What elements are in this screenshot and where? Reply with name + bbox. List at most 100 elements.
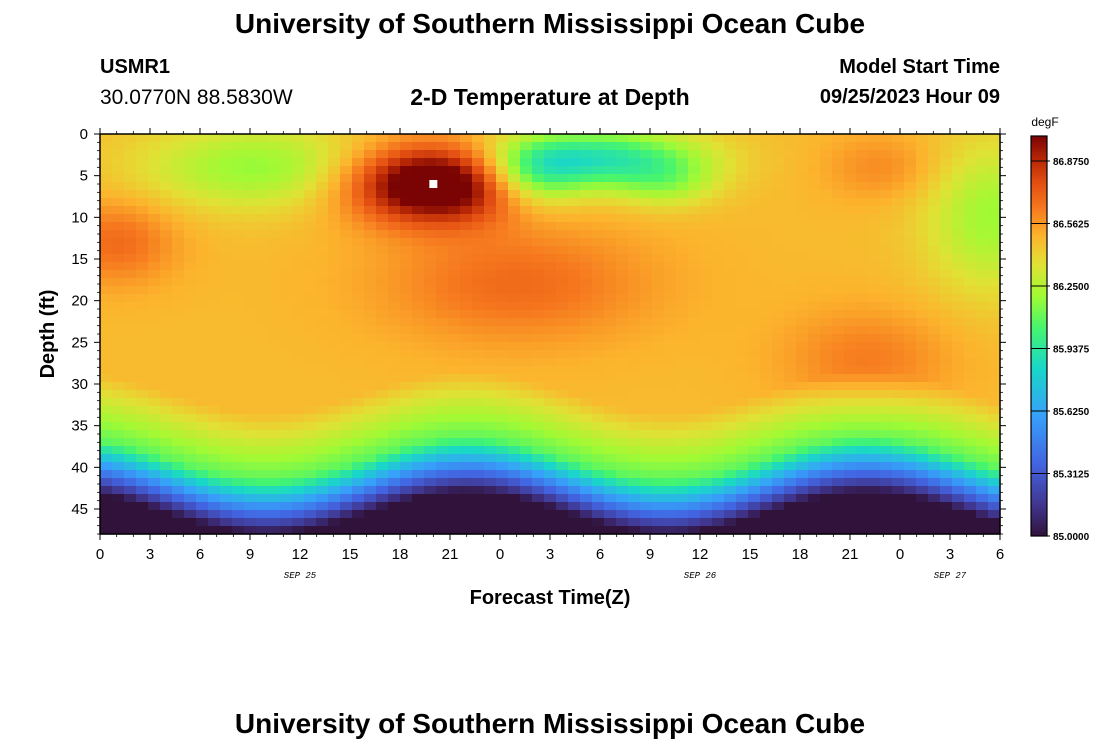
heatmap-cell bbox=[292, 198, 305, 207]
heatmap-cell bbox=[892, 206, 905, 215]
heatmap-cell bbox=[808, 494, 821, 503]
heatmap-cell bbox=[184, 166, 197, 175]
heatmap-cell bbox=[640, 398, 653, 407]
heatmap-cell bbox=[520, 446, 533, 455]
heatmap-cell bbox=[616, 438, 629, 447]
heatmap-cell bbox=[352, 286, 365, 295]
max-temperature-marker bbox=[429, 180, 438, 188]
heatmap-cell bbox=[172, 334, 185, 343]
heatmap-cell bbox=[616, 182, 629, 191]
heatmap-cell bbox=[568, 382, 581, 391]
heatmap-cell bbox=[364, 454, 377, 463]
heatmap-cell bbox=[316, 446, 329, 455]
heatmap-cell bbox=[196, 526, 209, 535]
heatmap-cell bbox=[148, 182, 161, 191]
heatmap-cell bbox=[772, 230, 785, 239]
heatmap-cell bbox=[328, 414, 341, 423]
heatmap-cell bbox=[232, 462, 245, 471]
heatmap-cell bbox=[472, 222, 485, 231]
heatmap-cell bbox=[988, 382, 1001, 391]
heatmap-cell bbox=[340, 294, 353, 303]
heatmap-cell bbox=[196, 494, 209, 503]
heatmap-cell bbox=[148, 358, 161, 367]
heatmap-cell bbox=[700, 526, 713, 535]
heatmap-cell bbox=[724, 494, 737, 503]
heatmap-cell bbox=[136, 526, 149, 535]
heatmap-cell bbox=[208, 206, 221, 215]
heatmap-cell bbox=[664, 350, 677, 359]
heatmap-cell bbox=[916, 206, 929, 215]
heatmap-cell bbox=[556, 326, 569, 335]
heatmap-cell bbox=[724, 366, 737, 375]
heatmap-cell bbox=[340, 382, 353, 391]
heatmap-cell bbox=[472, 390, 485, 399]
heatmap-cell bbox=[460, 318, 473, 327]
heatmap-cell bbox=[304, 190, 317, 199]
heatmap-cell bbox=[616, 174, 629, 183]
heatmap-cell bbox=[892, 310, 905, 319]
heatmap-cell bbox=[964, 438, 977, 447]
heatmap-cell bbox=[124, 526, 137, 535]
heatmap-cell bbox=[712, 374, 725, 383]
heatmap-cell bbox=[724, 478, 737, 487]
colorbar-swatch bbox=[1031, 174, 1047, 177]
heatmap-cell bbox=[760, 230, 773, 239]
heatmap-cell bbox=[268, 430, 281, 439]
heatmap-cell bbox=[724, 350, 737, 359]
heatmap-cell bbox=[508, 478, 521, 487]
heatmap-cell bbox=[220, 406, 233, 415]
heatmap-cell bbox=[436, 286, 449, 295]
heatmap-cell bbox=[100, 190, 113, 199]
heatmap-cell bbox=[976, 430, 989, 439]
heatmap-cell bbox=[244, 478, 257, 487]
heatmap-cell bbox=[940, 214, 953, 223]
heatmap-cell bbox=[700, 174, 713, 183]
heatmap-cell bbox=[100, 526, 113, 535]
heatmap-cell bbox=[904, 286, 917, 295]
heatmap-cell bbox=[964, 342, 977, 351]
heatmap-cell bbox=[100, 302, 113, 311]
heatmap-cell bbox=[184, 254, 197, 263]
heatmap-cell bbox=[376, 518, 389, 527]
heatmap-cell bbox=[988, 206, 1001, 215]
heatmap-cell bbox=[736, 142, 749, 151]
heatmap-cell bbox=[388, 262, 401, 271]
heatmap-cell bbox=[568, 278, 581, 287]
heatmap-cell bbox=[748, 486, 761, 495]
heatmap-cell bbox=[376, 286, 389, 295]
heatmap-cell bbox=[496, 414, 509, 423]
heatmap-cell bbox=[292, 302, 305, 311]
heatmap-cell bbox=[424, 190, 437, 199]
heatmap-cell bbox=[472, 454, 485, 463]
heatmap-cell bbox=[148, 446, 161, 455]
heatmap-cell bbox=[316, 166, 329, 175]
heatmap-cell bbox=[940, 350, 953, 359]
heatmap-cell bbox=[832, 350, 845, 359]
heatmap-cell bbox=[448, 422, 461, 431]
heatmap-cell bbox=[220, 246, 233, 255]
heatmap-cell bbox=[196, 374, 209, 383]
heatmap-cell bbox=[568, 470, 581, 479]
heatmap-cell bbox=[436, 502, 449, 511]
heatmap-cell bbox=[496, 222, 509, 231]
heatmap-cell bbox=[940, 526, 953, 535]
heatmap-cell bbox=[544, 278, 557, 287]
heatmap-cell bbox=[160, 446, 173, 455]
heatmap-cell bbox=[940, 422, 953, 431]
heatmap-cell bbox=[928, 510, 941, 519]
heatmap-cell bbox=[148, 366, 161, 375]
heatmap-cell bbox=[172, 358, 185, 367]
heatmap-cell bbox=[544, 462, 557, 471]
heatmap-cell bbox=[976, 294, 989, 303]
heatmap-cell bbox=[400, 454, 413, 463]
heatmap-cell bbox=[292, 142, 305, 151]
heatmap-cell bbox=[160, 470, 173, 479]
heatmap-cell bbox=[964, 422, 977, 431]
heatmap-cell bbox=[928, 222, 941, 231]
heatmap-cell bbox=[772, 398, 785, 407]
heatmap-cell bbox=[928, 326, 941, 335]
heatmap-cell bbox=[772, 318, 785, 327]
heatmap-cell bbox=[796, 238, 809, 247]
heatmap-cell bbox=[772, 390, 785, 399]
heatmap-cell bbox=[436, 158, 449, 167]
